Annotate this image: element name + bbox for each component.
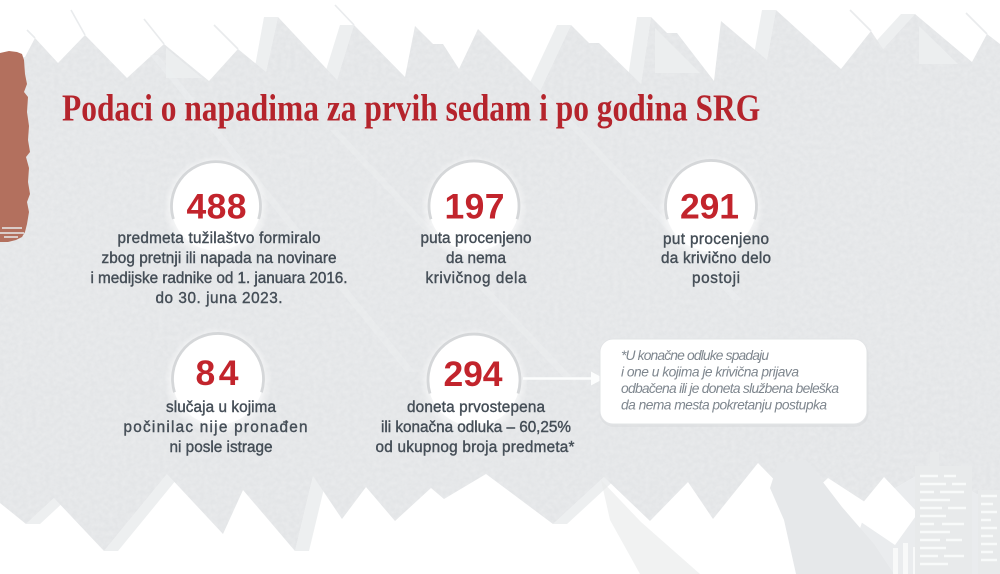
svg-text:postoji: postoji — [692, 270, 740, 287]
svg-text:do 30. juna 2023.: do 30. juna 2023. — [156, 290, 283, 307]
svg-text:i medijske radnike od 1. janua: i medijske radnike od 1. januara 2016. — [91, 270, 348, 287]
svg-text:ili konačna odluka – 60,25%: ili konačna odluka – 60,25% — [381, 419, 571, 436]
svg-text:doneta prvostepena: doneta prvostepena — [407, 399, 545, 416]
svg-text:294: 294 — [444, 354, 503, 394]
svg-text:predmeta tužilaštvo formiralo: predmeta tužilaštvo formiralo — [118, 230, 321, 247]
svg-text:291: 291 — [680, 187, 739, 227]
svg-text:ni posle istrage: ni posle istrage — [170, 439, 273, 456]
svg-text:da nema mesta pokretanju postu: da nema mesta pokretanju postupka — [621, 398, 827, 413]
svg-text:puta procenjeno: puta procenjeno — [421, 230, 532, 247]
svg-text:put procenjeno: put procenjeno — [663, 231, 769, 248]
svg-text:odbačena ili je doneta služben: odbačena ili je doneta službena beleška — [621, 381, 839, 396]
svg-text:krivičnog dela: krivičnog dela — [426, 270, 527, 287]
svg-text:i one u kojima je krivična pri: i one u kojima je krivična prijava — [621, 365, 799, 380]
svg-text:197: 197 — [445, 187, 505, 227]
svg-text:počinilac nije pronađen: počinilac nije pronađen — [124, 419, 308, 436]
svg-text:*U konačne odluke spadaju: *U konačne odluke spadaju — [621, 348, 769, 363]
svg-text:Podaci o napadima za prvih sed: Podaci o napadima za prvih sedam i po go… — [62, 87, 760, 129]
svg-text:488: 488 — [187, 187, 247, 227]
svg-text:da nema: da nema — [446, 250, 506, 267]
svg-text:zbog pretnji ili napada na nov: zbog pretnji ili napada na novinare — [102, 250, 337, 267]
svg-text:od ukupnog broja predmeta*: od ukupnog broja predmeta* — [376, 439, 575, 456]
svg-text:slučaja u kojima: slučaja u kojima — [166, 399, 276, 416]
svg-text:da krivično delo: da krivično delo — [661, 250, 771, 267]
